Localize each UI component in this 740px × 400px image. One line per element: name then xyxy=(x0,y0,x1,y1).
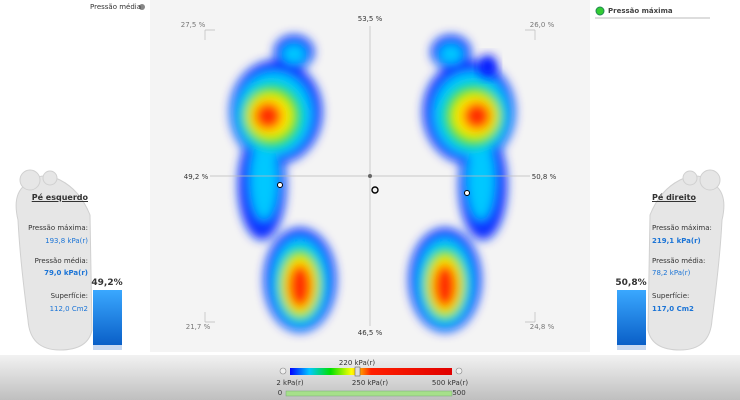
plot-label: 53,5 % xyxy=(357,15,383,23)
mean-option[interactable]: Pressão média xyxy=(90,3,142,11)
right-title: Pé direito xyxy=(652,193,696,202)
scale-minus[interactable] xyxy=(279,367,287,375)
value: 112,0 Cm2 xyxy=(49,305,88,313)
plot-label: 49,2 % xyxy=(183,173,209,181)
right-share: 50,8% xyxy=(615,278,647,288)
plot-label: 27,5 % xyxy=(180,21,206,29)
scale-label: 2 kPa(r) xyxy=(276,379,304,387)
label: Pressão máxima: xyxy=(652,224,712,232)
cop-total xyxy=(371,186,379,194)
value: 117,0 Cm2 xyxy=(652,305,694,313)
left-share-bar xyxy=(93,290,122,345)
value: 78,2 kPa(r) xyxy=(652,269,691,277)
left-title: Pé esquerdo xyxy=(31,193,88,202)
plot-label: 21,7 % xyxy=(185,323,211,331)
scale-current: 220 kPa(r) xyxy=(338,359,376,367)
color-scale[interactable] xyxy=(290,368,452,375)
plot-label: 24,8 % xyxy=(529,323,555,331)
label: Superfície: xyxy=(652,292,690,300)
label: Pressão máxima: xyxy=(28,224,88,232)
range-bar[interactable] xyxy=(285,390,453,397)
left-share: 49,2% xyxy=(91,278,123,288)
scale-handle[interactable] xyxy=(354,366,361,377)
mean-radio[interactable] xyxy=(139,4,145,10)
max-radio[interactable] xyxy=(595,6,605,16)
right-toe xyxy=(479,55,497,77)
cop-left xyxy=(277,182,283,188)
max-option[interactable]: Pressão máxima xyxy=(608,7,673,15)
right-bar-base xyxy=(617,345,646,350)
range-label: 500 xyxy=(452,389,466,397)
value: 193,8 kPa(r) xyxy=(45,237,88,245)
scale-label: 500 kPa(r) xyxy=(431,379,469,387)
left-bar-base xyxy=(93,345,122,350)
plot-label: 46,5 % xyxy=(357,329,383,337)
plot-label: 50,8 % xyxy=(531,173,557,181)
right-share-bar xyxy=(617,290,646,345)
label: Pressão média: xyxy=(34,257,88,265)
cop-right xyxy=(464,190,470,196)
label: Superfície: xyxy=(50,292,88,300)
range-label: 0 xyxy=(277,389,283,397)
value: 79,0 kPa(r) xyxy=(44,269,88,277)
center-point xyxy=(368,174,372,178)
scale-label: 250 kPa(r) xyxy=(351,379,389,387)
plot-label: 26,0 % xyxy=(529,21,555,29)
value: 219,1 kPa(r) xyxy=(652,237,701,245)
scale-plus[interactable] xyxy=(455,367,463,375)
label: Pressão média: xyxy=(652,257,706,265)
